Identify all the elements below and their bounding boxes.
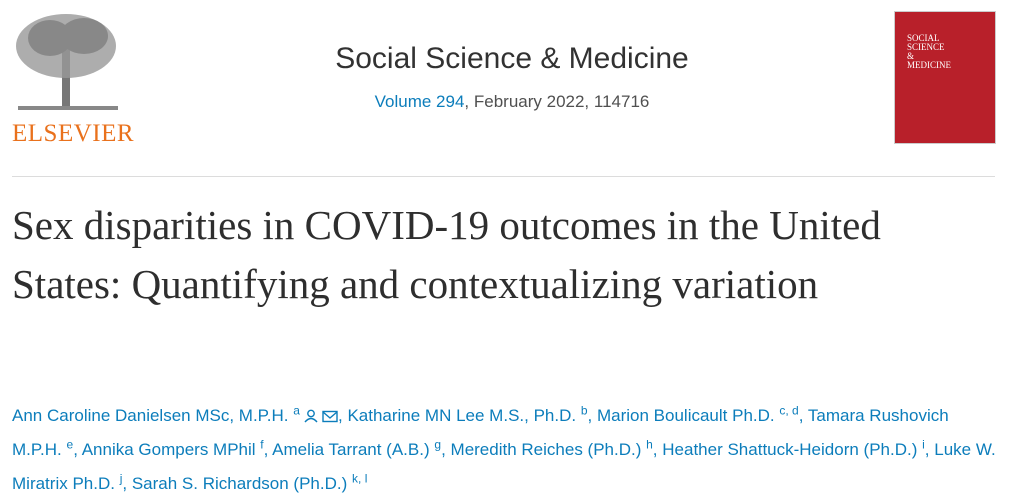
- volume-link[interactable]: Volume 294: [374, 92, 465, 111]
- separator: ,: [122, 474, 128, 493]
- cover-title-line: &: [907, 51, 915, 61]
- author-name[interactable]: Katharine MN Lee M.S., Ph.D.: [347, 406, 577, 425]
- affiliation-ref[interactable]: b: [580, 403, 588, 418]
- separator: ,: [73, 440, 78, 459]
- affiliation-refs: j: [120, 471, 123, 485]
- divider: [12, 176, 995, 177]
- author-name[interactable]: Heather Shattuck-Heidorn (Ph.D.): [662, 440, 918, 459]
- separator: ,: [924, 440, 930, 459]
- separator: ,: [587, 406, 593, 425]
- journal-cover[interactable]: SOCIAL SCIENCE & MEDICINE: [895, 12, 995, 143]
- affiliation-refs: h: [646, 437, 653, 451]
- affiliation-refs: k, l: [352, 471, 367, 485]
- separator: ,: [441, 440, 446, 459]
- separator: ,: [798, 406, 804, 425]
- affiliation-ref[interactable]: c: [779, 403, 786, 418]
- publisher-name[interactable]: ELSEVIER: [12, 120, 135, 147]
- author-name[interactable]: Sarah S. Richardson (Ph.D.): [131, 474, 348, 493]
- affiliation-ref[interactable]: f: [260, 437, 264, 452]
- affiliation-refs: a: [293, 403, 300, 417]
- affiliation-ref[interactable]: i: [922, 437, 925, 452]
- elsevier-tree-logo: [16, 14, 118, 110]
- cover-title-line: MEDICINE: [907, 60, 951, 70]
- cover-title-line: SCIENCE: [907, 42, 945, 52]
- separator: ,: [358, 471, 362, 486]
- affiliation-ref[interactable]: e: [66, 437, 74, 452]
- author-name[interactable]: Luke W. Miratrix Ph.D.: [12, 440, 996, 493]
- separator: ,: [652, 440, 658, 459]
- affiliation-refs: g: [434, 437, 441, 451]
- affiliation-ref[interactable]: a: [293, 403, 300, 418]
- cover-title: SOCIAL SCIENCE & MEDICINE: [907, 34, 951, 70]
- author-name[interactable]: Annika Gompers MPhil: [81, 440, 256, 459]
- author-name[interactable]: Tamara Rushovich M.P.H.: [12, 406, 949, 459]
- affiliation-ref[interactable]: l: [364, 471, 368, 486]
- author-name[interactable]: Meredith Reiches (Ph.D.): [450, 440, 642, 459]
- email-icon[interactable]: [322, 410, 338, 423]
- affiliation-refs: e: [67, 437, 74, 451]
- author-name[interactable]: Ann Caroline Danielsen MSc, M.P.H.: [12, 406, 289, 425]
- author-list: Ann Caroline Danielsen MSc, M.P.H. a, Ka…: [12, 399, 997, 501]
- affiliation-refs: c, d: [779, 403, 798, 417]
- separator: ,: [337, 406, 343, 425]
- issue-info: Volume 294, February 2022, 114716: [200, 92, 824, 112]
- affiliation-refs: b: [581, 403, 588, 417]
- person-icon[interactable]: [304, 409, 318, 423]
- separator: ,: [263, 440, 269, 459]
- separator: ,: [785, 403, 789, 418]
- article-title: Sex disparities in COVID-19 outcomes in …: [12, 202, 881, 307]
- cover-title-line: SOCIAL: [907, 33, 940, 43]
- affiliation-ref[interactable]: k: [352, 471, 358, 486]
- journal-name[interactable]: Social Science & Medicine: [335, 42, 689, 75]
- affiliation-refs: f: [260, 437, 263, 451]
- affiliation-ref[interactable]: h: [646, 437, 653, 452]
- affiliation-ref[interactable]: d: [792, 403, 799, 418]
- affiliation-ref[interactable]: j: [119, 471, 123, 486]
- author-name[interactable]: Amelia Tarrant (A.B.): [272, 440, 430, 459]
- issue-details: , February 2022, 114716: [464, 92, 650, 111]
- author-name[interactable]: Marion Boulicault Ph.D.: [596, 406, 775, 425]
- affiliation-ref[interactable]: g: [434, 437, 442, 452]
- affiliation-refs: i: [922, 437, 925, 451]
